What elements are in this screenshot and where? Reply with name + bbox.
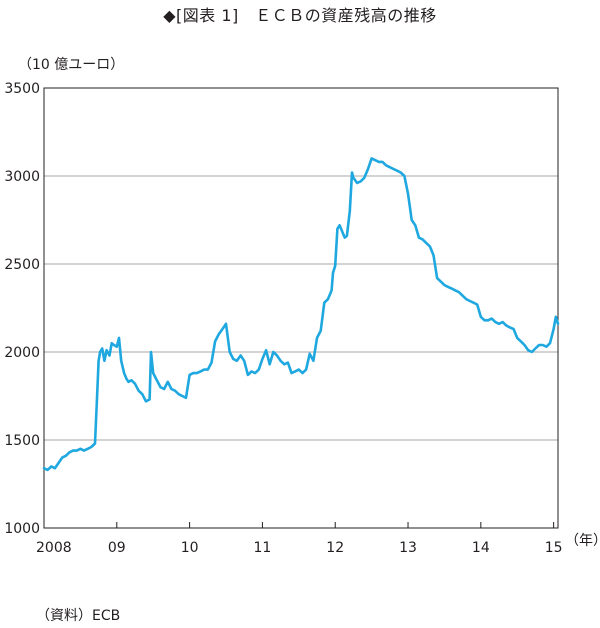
x-axis-tick-labels: 2008 09 10 11 12 13 14 15 (36, 540, 563, 556)
x-axis-unit-label: （年） (565, 533, 600, 549)
grid-lines (44, 175, 558, 441)
data-series (42, 157, 560, 472)
y-tick-label: 2500 (4, 257, 40, 273)
axis-ticks (43, 522, 555, 528)
series-line-0 (42, 157, 560, 472)
x-tick-label: 13 (399, 540, 417, 556)
y-tick-label: 2000 (4, 345, 40, 361)
x-tick-label: 10 (181, 540, 199, 556)
x-tick-label: 15 (545, 540, 563, 556)
source-note: （資料）ECB (36, 608, 121, 624)
x-tick-label: 09 (108, 540, 126, 556)
y-tick-label: 1000 (4, 521, 40, 537)
plot-frame (43, 87, 559, 529)
y-axis-unit-label: （10 億ユーロ） (18, 57, 125, 73)
x-tick-label: 2008 (36, 540, 72, 556)
x-tick-label: 12 (326, 540, 344, 556)
x-tick-label: 11 (253, 540, 271, 556)
y-tick-label: 3000 (4, 169, 40, 185)
y-tick-label: 3500 (4, 81, 40, 97)
y-axis-tick-labels: 1000 1500 2000 2500 3000 3500 (4, 81, 40, 537)
chart-title: ◆[図表 1] ＥＣＢの資産残高の推移 (163, 6, 437, 25)
x-tick-label: 14 (472, 540, 490, 556)
y-tick-label: 1500 (4, 433, 40, 449)
